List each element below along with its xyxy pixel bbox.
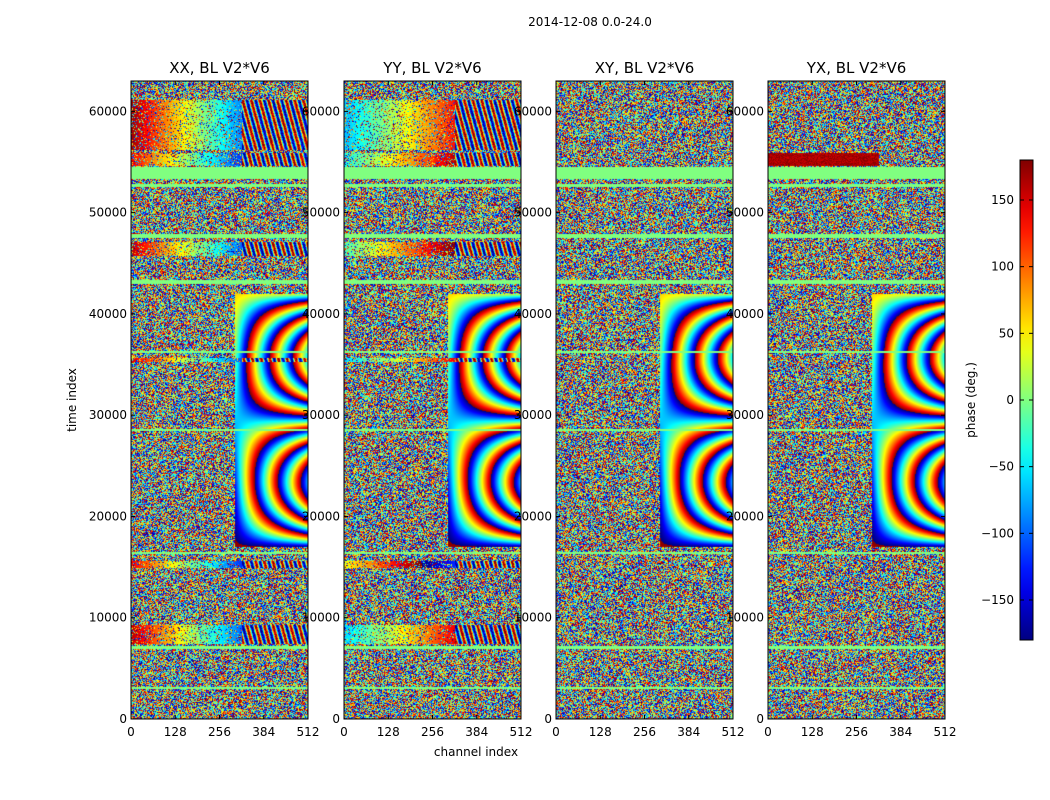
y-tick-label: 50000 bbox=[726, 206, 764, 220]
panels: XX, BL V2*V6 0 128 256 384 512 0 10000 20000 3000… bbox=[89, 59, 957, 739]
x-tick-label: 512 bbox=[297, 725, 320, 739]
panel-title-3: YX, BL V2*V6 bbox=[806, 59, 907, 77]
colorbar-tick-label: 50 bbox=[999, 326, 1014, 340]
y-tick-label: 40000 bbox=[89, 307, 127, 321]
y-tick-label: 20000 bbox=[514, 509, 552, 523]
y-tick-label: 50000 bbox=[302, 206, 340, 220]
y-tick-label: 60000 bbox=[514, 104, 552, 118]
y-tick-label: 0 bbox=[544, 712, 552, 726]
x-tick-label: 512 bbox=[722, 725, 745, 739]
colorbar-tick-label: −50 bbox=[989, 460, 1014, 474]
panel-0: XX, BL V2*V6 0 128 256 384 512 0 10000 20000 3000… bbox=[89, 59, 320, 739]
x-tick-label: 384 bbox=[677, 725, 700, 739]
y-tick-label: 20000 bbox=[89, 509, 127, 523]
heatmap-image-0 bbox=[131, 81, 308, 719]
y-tick-label: 40000 bbox=[726, 307, 764, 321]
x-axis-label: channel index bbox=[434, 745, 518, 759]
panel-title-2: XY, BL V2*V6 bbox=[595, 59, 695, 77]
y-tick-label: 50000 bbox=[89, 206, 127, 220]
heatmap-image-3 bbox=[768, 81, 945, 719]
panel-title-0: XX, BL V2*V6 bbox=[169, 59, 270, 77]
x-tick-label: 256 bbox=[633, 725, 656, 739]
x-tick-label: 384 bbox=[465, 725, 488, 739]
x-tick-label: 512 bbox=[934, 725, 957, 739]
y-tick-label: 40000 bbox=[302, 307, 340, 321]
colorbar-label: phase (deg.) bbox=[964, 362, 978, 438]
x-tick-label: 256 bbox=[208, 725, 231, 739]
y-tick-label: 0 bbox=[119, 712, 127, 726]
panel-3: YX, BL V2*V6 0 128 256 384 512 0 10000 20000 3000… bbox=[726, 59, 957, 739]
x-tick-label: 0 bbox=[552, 725, 560, 739]
x-tick-label: 384 bbox=[252, 725, 275, 739]
y-tick-label: 0 bbox=[756, 712, 764, 726]
x-tick-label: 128 bbox=[801, 725, 824, 739]
x-tick-label: 0 bbox=[764, 725, 772, 739]
y-tick-label: 50000 bbox=[514, 206, 552, 220]
y-tick-label: 60000 bbox=[726, 104, 764, 118]
colorbar-tick-label: 150 bbox=[991, 193, 1014, 207]
y-tick-label: 60000 bbox=[302, 104, 340, 118]
y-tick-label: 20000 bbox=[302, 509, 340, 523]
y-tick-label: 0 bbox=[332, 712, 340, 726]
colorbar-tick-label: −100 bbox=[981, 526, 1014, 540]
y-tick-label: 10000 bbox=[89, 611, 127, 625]
colorbar: 150 100 50 0 −50 −100 −150 bbox=[981, 159, 1034, 641]
y-tick-label: 30000 bbox=[89, 408, 127, 422]
x-tick-label: 128 bbox=[377, 725, 400, 739]
colorbar-tick-label: −150 bbox=[981, 593, 1014, 607]
y-tick-label: 30000 bbox=[302, 408, 340, 422]
panel-title-1: YY, BL V2*V6 bbox=[382, 59, 481, 77]
colorbar-tick-label: 100 bbox=[991, 260, 1014, 274]
x-tick-label: 256 bbox=[421, 725, 444, 739]
x-tick-label: 128 bbox=[164, 725, 187, 739]
x-tick-label: 256 bbox=[845, 725, 868, 739]
y-tick-label: 30000 bbox=[514, 408, 552, 422]
panel-1: YY, BL V2*V6 0 128 256 384 512 0 10000 20000 3000… bbox=[302, 59, 533, 739]
x-tick-label: 384 bbox=[889, 725, 912, 739]
y-tick-label: 10000 bbox=[514, 611, 552, 625]
y-tick-label: 60000 bbox=[89, 104, 127, 118]
x-tick-label: 512 bbox=[510, 725, 533, 739]
y-tick-label: 30000 bbox=[726, 408, 764, 422]
y-tick-label: 10000 bbox=[302, 611, 340, 625]
y-tick-label: 10000 bbox=[726, 611, 764, 625]
y-tick-label: 20000 bbox=[726, 509, 764, 523]
heatmap-image-1 bbox=[344, 81, 521, 719]
x-tick-label: 128 bbox=[589, 725, 612, 739]
figure-title: 2014-12-08 0.0-24.0 bbox=[528, 15, 652, 29]
y-tick-label: 40000 bbox=[514, 307, 552, 321]
x-tick-label: 0 bbox=[340, 725, 348, 739]
heatmap-image-2 bbox=[556, 81, 733, 719]
y-axis-label: time index bbox=[65, 368, 79, 432]
panel-2: XY, BL V2*V6 0 128 256 384 512 0 10000 20000 3000… bbox=[514, 59, 745, 739]
x-tick-label: 0 bbox=[127, 725, 135, 739]
colorbar-tick-label: 0 bbox=[1006, 393, 1014, 407]
